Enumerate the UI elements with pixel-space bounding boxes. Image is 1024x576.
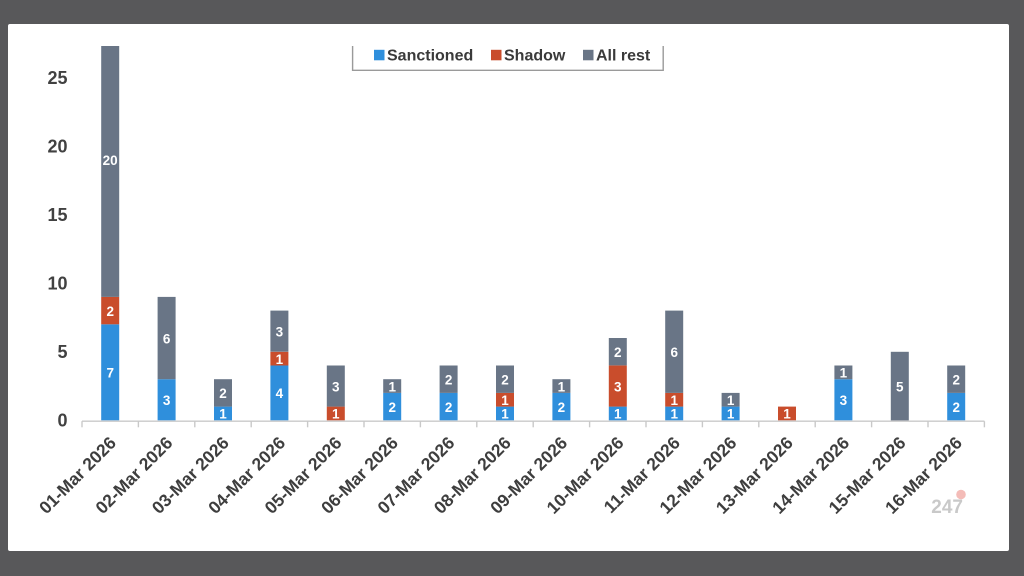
svg-text:25: 25 <box>47 68 67 88</box>
svg-text:4: 4 <box>276 386 284 401</box>
svg-text:2: 2 <box>614 345 622 360</box>
svg-text:1: 1 <box>558 379 566 394</box>
svg-text:3: 3 <box>840 393 848 408</box>
svg-text:1: 1 <box>670 393 678 408</box>
svg-text:Sanctioned: Sanctioned <box>387 48 473 65</box>
svg-text:20: 20 <box>103 153 118 168</box>
svg-text:2: 2 <box>952 400 960 415</box>
svg-text:2: 2 <box>558 400 566 415</box>
svg-text:6: 6 <box>670 345 678 360</box>
svg-text:1: 1 <box>727 407 735 422</box>
svg-text:1: 1 <box>840 366 848 381</box>
svg-text:3: 3 <box>163 393 171 408</box>
svg-text:1: 1 <box>219 407 227 422</box>
svg-text:1: 1 <box>332 407 340 422</box>
svg-text:2: 2 <box>219 386 227 401</box>
svg-text:6: 6 <box>163 331 171 346</box>
svg-text:1: 1 <box>388 379 396 394</box>
svg-text:1: 1 <box>276 352 284 367</box>
svg-text:2: 2 <box>445 373 453 388</box>
svg-text:0: 0 <box>57 411 67 431</box>
svg-text:5: 5 <box>896 379 904 394</box>
svg-text:Shadow: Shadow <box>504 48 566 65</box>
svg-text:2: 2 <box>106 304 114 319</box>
svg-text:2: 2 <box>952 373 960 388</box>
svg-text:5: 5 <box>57 342 67 362</box>
svg-text:7: 7 <box>106 366 114 381</box>
svg-text:1: 1 <box>501 393 509 408</box>
svg-text:All rest: All rest <box>596 48 651 65</box>
svg-text:247: 247 <box>931 497 963 518</box>
svg-text:1: 1 <box>614 407 622 422</box>
svg-text:3: 3 <box>276 325 284 340</box>
svg-text:1: 1 <box>501 407 509 422</box>
svg-text:2: 2 <box>388 400 396 415</box>
svg-text:20: 20 <box>47 136 67 156</box>
svg-text:2: 2 <box>445 400 453 415</box>
svg-text:10: 10 <box>47 274 67 294</box>
svg-text:1: 1 <box>727 393 735 408</box>
svg-text:15: 15 <box>47 205 67 225</box>
svg-text:2: 2 <box>501 373 509 388</box>
svg-text:1: 1 <box>783 407 791 422</box>
svg-text:1: 1 <box>670 407 678 422</box>
svg-text:3: 3 <box>332 379 340 394</box>
svg-text:3: 3 <box>614 379 622 394</box>
